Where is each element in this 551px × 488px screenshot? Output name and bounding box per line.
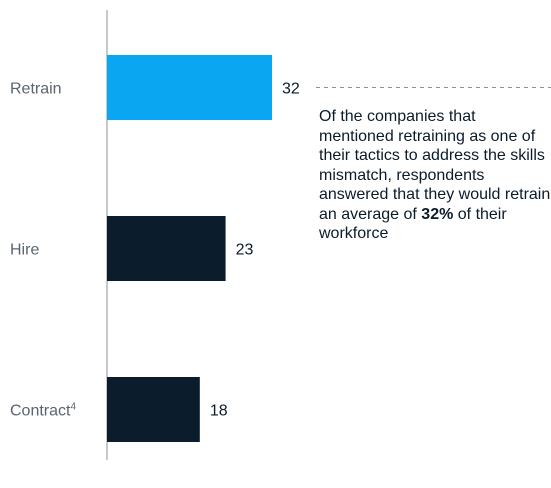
bar-retrain <box>107 55 272 120</box>
category-label-retrain: Retrain <box>10 81 62 98</box>
category-label-contract: Contract4 <box>10 402 76 420</box>
annotation-text-after: of their workforce <box>319 205 507 243</box>
annotation-text-before: Of the companies that mentioned retraini… <box>319 108 551 223</box>
annotation-text: Of the companies that mentioned retraini… <box>319 107 551 244</box>
annotation-bold-value: 32% <box>421 205 454 223</box>
bar-contract <box>107 377 200 442</box>
category-label-hire: Hire <box>10 242 39 259</box>
value-label-hire: 23 <box>236 242 254 259</box>
value-label-contract: 18 <box>210 403 228 420</box>
value-label-retrain: 32 <box>282 81 300 98</box>
category-footnote-marker: 4 <box>70 402 76 413</box>
bar-hire <box>107 216 226 281</box>
